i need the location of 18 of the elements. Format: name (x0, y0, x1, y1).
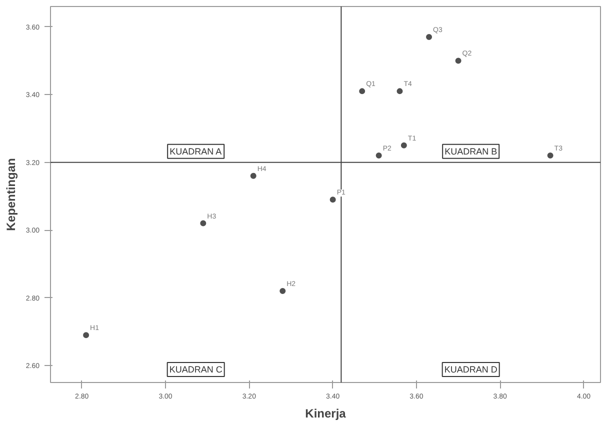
point (200, 220, 206, 226)
annotation: KUADRAN D (444, 364, 498, 374)
point (426, 34, 432, 40)
annotation: KUADRAN A (170, 146, 222, 156)
annotation: KUADRAN C (169, 364, 223, 374)
point (547, 152, 554, 159)
point (83, 332, 90, 338)
annotation: KUADRAN B (444, 146, 498, 156)
point (455, 58, 462, 64)
point (250, 172, 256, 179)
point (376, 152, 382, 159)
point (359, 88, 366, 94)
point (396, 88, 403, 94)
x-axis-title: Kinerja (305, 406, 346, 420)
point (280, 288, 286, 294)
y-axis-title: Kepentingan (4, 158, 18, 231)
point (330, 196, 336, 203)
point (400, 142, 407, 148)
